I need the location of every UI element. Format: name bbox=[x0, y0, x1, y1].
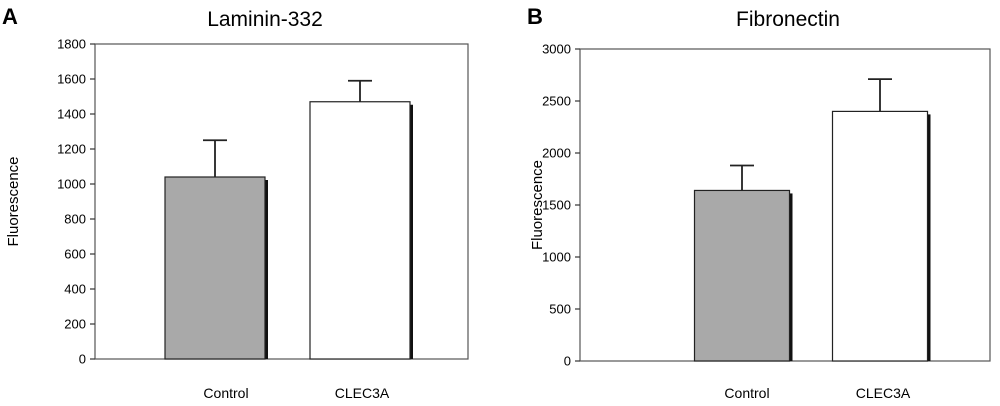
chart-title: Laminin-332 bbox=[207, 8, 323, 31]
panel-letter: A bbox=[2, 4, 18, 29]
category-label: CLEC3A bbox=[335, 385, 390, 401]
category-label: CLEC3A bbox=[856, 385, 911, 401]
y-tick-label: 1200 bbox=[57, 142, 86, 157]
y-tick-label: 1000 bbox=[542, 250, 571, 265]
y-tick-label: 1800 bbox=[57, 37, 86, 52]
bar-control bbox=[693, 189, 791, 362]
y-tick-label: 1400 bbox=[57, 107, 86, 122]
chart-panel-b: B Fibronectin 0 500 1000 1500 2000 2500 3000 Fluo… bbox=[527, 4, 991, 401]
category-label: Control bbox=[203, 385, 248, 401]
y-tick-label: 3000 bbox=[542, 42, 571, 57]
y-tick-label: 0 bbox=[564, 354, 571, 369]
panel-letter: B bbox=[527, 4, 543, 29]
y-tick-label: 800 bbox=[64, 212, 86, 227]
y-tick-label: 2000 bbox=[542, 146, 571, 161]
bar-clec3a bbox=[831, 110, 929, 362]
y-tick-label: 500 bbox=[549, 302, 571, 317]
y-tick-label: 400 bbox=[64, 282, 86, 297]
y-tick-label: 1000 bbox=[57, 177, 86, 192]
bar-clec3a bbox=[309, 101, 411, 360]
category-label: Control bbox=[724, 385, 769, 401]
chart-title: Fibronectin bbox=[736, 8, 840, 31]
chart-panel-a: A Laminin-332 0 200 400 600 800 1000 1200 1400 160… bbox=[2, 4, 469, 401]
y-tick-label: 1600 bbox=[57, 72, 86, 87]
y-axis-label: Fluorescence bbox=[529, 160, 546, 250]
plot-frame bbox=[94, 43, 469, 360]
y-axis-label: Fluorescence bbox=[5, 156, 22, 246]
y-tick-label: 600 bbox=[64, 247, 86, 262]
y-tick-label: 0 bbox=[79, 352, 86, 367]
y-tick-label: 200 bbox=[64, 317, 86, 332]
y-tick-label: 1500 bbox=[542, 198, 571, 213]
bar-control bbox=[164, 176, 266, 360]
y-tick-label: 2500 bbox=[542, 94, 571, 109]
